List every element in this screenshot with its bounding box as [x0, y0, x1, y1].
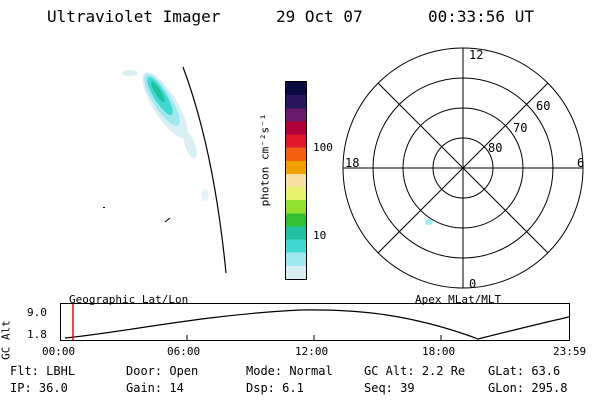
seq-field: Seq: 39	[364, 381, 415, 395]
lat-label-60: 60	[536, 99, 550, 113]
colorbar	[285, 81, 307, 280]
graticule-tick	[164, 217, 171, 223]
lat-label-70: 70	[513, 121, 527, 135]
timeline-xtick-0: 00:00	[42, 345, 76, 358]
date-label: 29 Oct 07	[276, 7, 363, 26]
timeline-ylabel: GC Alt	[0, 320, 13, 360]
colorbar-tick-10: 10	[313, 229, 327, 242]
gain-field: Gain: 14	[126, 381, 184, 395]
time-label: 00:33:56 UT	[428, 7, 534, 26]
earth-limb	[182, 66, 227, 274]
colorbar-unit-label: photon cm⁻²s⁻¹	[258, 113, 272, 207]
colorbar-tick-100: 100	[313, 141, 333, 154]
app-title: Ultraviolet Imager	[47, 7, 221, 26]
polar-emission-spot	[425, 219, 433, 225]
timeline-ymin: 1.8	[27, 328, 47, 341]
timeline-xtick-2: 12:00	[295, 345, 329, 358]
ip-field: IP: 36.0	[10, 381, 68, 395]
orbit-altitude-chart	[60, 303, 570, 341]
aurora-emission	[122, 70, 209, 201]
door-field: Door: Open	[126, 364, 199, 378]
dsp-field: Dsp: 6.1	[246, 381, 304, 395]
mlt-label-6: 6	[577, 156, 584, 170]
altitude-curve	[64, 309, 570, 340]
flt-field: Flt: LBHL	[10, 364, 76, 378]
timeline-xtick-1: 06:00	[167, 345, 201, 358]
mlt-label-0: 0	[469, 277, 476, 291]
mlt-label-18: 18	[345, 156, 359, 170]
mlt-label-12: 12	[469, 48, 483, 62]
timeline-right-label: Apex MLat/MLT	[415, 293, 502, 306]
mode-field: Mode: Normal	[246, 364, 333, 378]
timeline-xtick-3: 18:00	[422, 345, 456, 358]
timeline-xtick-4: 23:59	[553, 345, 587, 358]
polar-plot: 12 6 0 18 60 70 80	[342, 47, 584, 291]
graticule-dot	[103, 207, 105, 208]
glat-field: GLat: 63.6	[488, 364, 561, 378]
glon-field: GLon: 295.8	[488, 381, 568, 395]
polar-diagonal-2	[377, 82, 549, 254]
timeline-left-label: Geographic Lat/Lon	[69, 293, 189, 306]
gc-alt-field: GC Alt: 2.2 Re	[364, 364, 466, 378]
lat-label-80: 80	[488, 141, 502, 155]
geographic-image	[103, 66, 227, 274]
timeline-ymax: 9.0	[27, 306, 47, 319]
